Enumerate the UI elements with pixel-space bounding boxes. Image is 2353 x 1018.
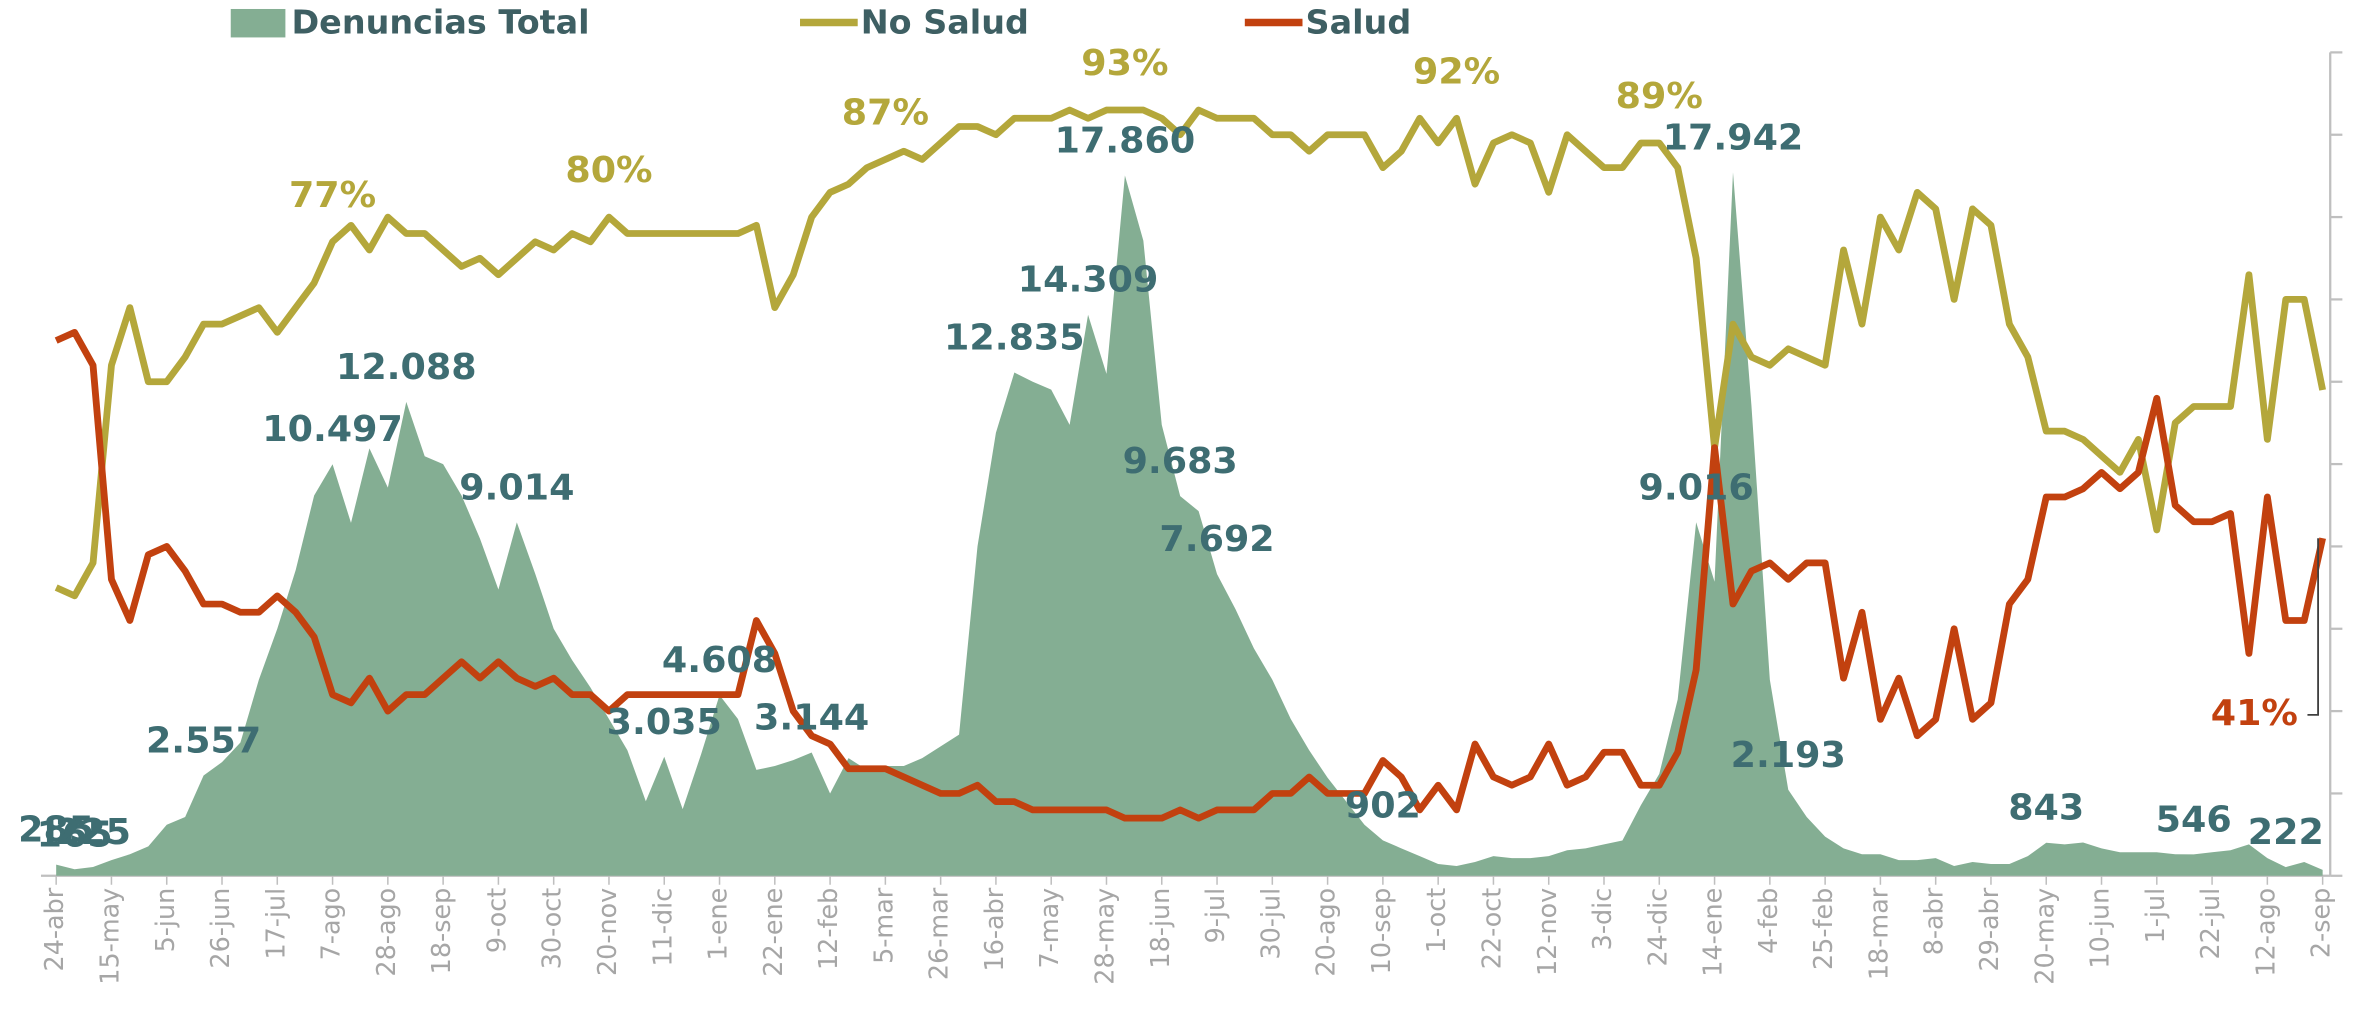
data-label: 9.016: [1639, 466, 1754, 509]
x-tick-label: 17-jul: [261, 888, 291, 960]
area: [56, 172, 2323, 876]
x-tick-label: 3-dic: [1588, 888, 1618, 951]
x-tick-label: 12-feb: [814, 888, 844, 970]
x-tick-label: 24-dic: [1643, 888, 1673, 967]
x-tick-label: 20-nov: [593, 888, 623, 976]
data-label: 10.497: [262, 407, 403, 450]
data-label: 902: [1345, 784, 1421, 827]
x-tick-label: 26-jun: [206, 888, 236, 969]
data-label: 2.193: [1731, 733, 1846, 776]
legend-label: No Salud: [861, 3, 1029, 42]
x-tick-label: 30-jul: [1256, 888, 1286, 960]
data-label: 225: [55, 810, 131, 853]
data-label: 222: [2248, 810, 2324, 853]
x-tick-label: 5-jun: [151, 888, 181, 953]
data-label: 7.692: [1159, 517, 1274, 560]
x-tick-label: 9-oct: [482, 888, 512, 953]
x-tick-label: 29-abr: [1975, 887, 2005, 971]
line: [54, 328, 2326, 822]
x-tick-label: 22-ene: [759, 888, 789, 977]
x-tick-label: 7-ago: [316, 888, 346, 961]
x-tick-label: 5-mar: [869, 887, 899, 964]
x-tick-label: 28-ago: [372, 888, 402, 977]
x-tick-label: 7-may: [1035, 888, 1065, 969]
x-tick-label: 11-dic: [648, 888, 678, 967]
data-label: 2.557: [146, 719, 261, 762]
x-tick-label: 20-may: [2030, 888, 2060, 985]
data-label: 12.088: [336, 345, 477, 388]
data-label: 4.608: [662, 638, 777, 681]
leader-line: [2307, 538, 2319, 716]
data-label: 546: [2156, 798, 2232, 841]
data-label: 14.309: [1018, 258, 1159, 301]
x-tick-label: 2-sep: [2307, 888, 2337, 958]
x-tick-label: 18-jun: [1146, 888, 1176, 969]
data-label: 3.144: [754, 696, 869, 739]
x-tick-label: 1-jul: [2141, 888, 2171, 944]
x-tick-label: 22-jul: [2196, 888, 2226, 960]
data-label: 17.942: [1663, 116, 1804, 159]
x-tick-label: 12-nov: [1533, 888, 1563, 976]
data-label: 80%: [565, 148, 652, 191]
x-tick-label: 8-abr: [1920, 887, 1950, 955]
data-label: 9.683: [1123, 439, 1238, 482]
data-label: 165: [37, 813, 113, 856]
data-label: 89%: [1616, 74, 1703, 117]
x-tick-label: 10-jun: [2085, 888, 2115, 969]
data-label: 17.860: [1055, 119, 1196, 162]
data-label: 41%: [2211, 691, 2298, 734]
x-tick-label: 26-mar: [925, 887, 955, 980]
data-label: 9.014: [459, 466, 574, 509]
data-label: 93%: [1081, 41, 1168, 84]
x-tick-label: 14-ene: [1698, 888, 1728, 977]
x-tick-label: 1-ene: [703, 888, 733, 961]
x-tick-label: 9-jul: [1201, 888, 1231, 944]
x-tick-label: 30-oct: [538, 888, 568, 970]
x-tick-label: 10-sep: [1367, 888, 1397, 975]
x-tick-label: 4-feb: [1754, 888, 1784, 954]
x-tick-label: 24-abr: [40, 887, 70, 971]
x-tick-label: 12-ago: [2251, 888, 2281, 977]
x-tick-label: 18-mar: [1864, 887, 1894, 980]
legend-label: Salud: [1306, 3, 1412, 42]
x-tick-label: 20-ago: [1311, 888, 1341, 977]
data-label: 92%: [1413, 50, 1500, 93]
x-tick-label: 16-abr: [980, 887, 1010, 971]
data-label: 77%: [289, 173, 376, 216]
data-label: 87%: [842, 91, 929, 134]
legend-swatch: [230, 8, 286, 38]
legend-label: Denuncias Total: [291, 3, 589, 42]
data-label: 843: [2008, 786, 2084, 829]
x-tick-label: 1-oct: [1422, 888, 1452, 953]
x-tick-label: 25-feb: [1809, 888, 1839, 970]
line: [54, 106, 2326, 600]
data-label: 3.035: [607, 700, 722, 743]
data-label: 12.835: [944, 316, 1085, 359]
x-tick-label: 28-may: [1090, 888, 1120, 985]
x-tick-label: 22-oct: [1477, 888, 1507, 970]
x-tick-label: 18-sep: [427, 888, 457, 975]
x-tick-label: 15-may: [95, 888, 125, 985]
data-label: 285: [18, 808, 94, 851]
